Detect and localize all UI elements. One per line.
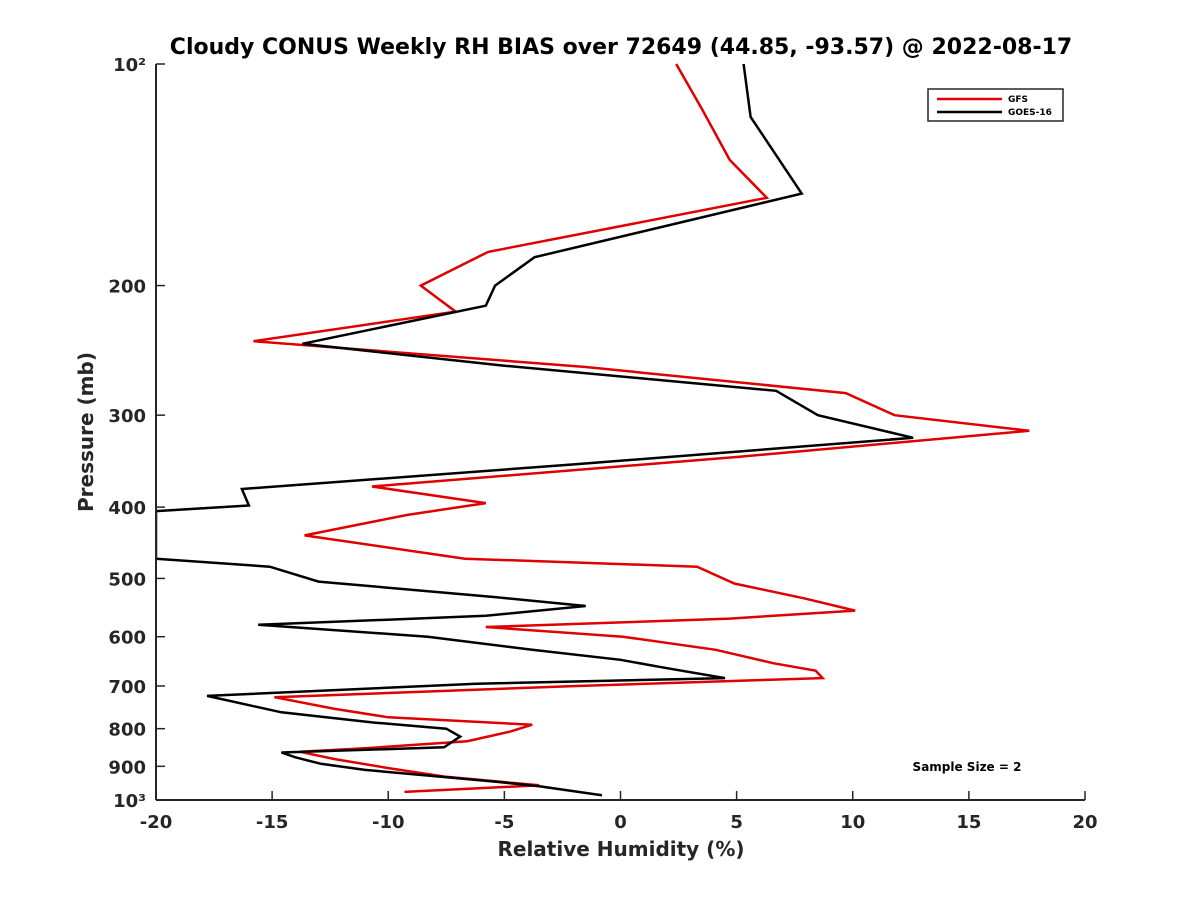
legend-label: GFS <box>1008 95 1028 105</box>
y-ticks: 10² 200 300 400 500 600 700 800 900 10³ <box>108 55 165 812</box>
legend: GFS GOES-16 <box>927 88 1064 122</box>
plot-axes <box>155 64 1085 801</box>
x-tick-label: 15 <box>956 812 981 833</box>
plot-area-frame <box>156 64 1085 800</box>
y-tick-label: 200 <box>108 277 146 298</box>
y-tick-label: 400 <box>108 498 146 519</box>
y-tick-label: 500 <box>108 569 146 590</box>
x-tick-label: 0 <box>614 812 627 833</box>
y-tick-label: 900 <box>108 757 146 778</box>
plot-series <box>156 63 1030 797</box>
x-ticks: -20 -15 -10 -5 0 5 10 15 20 <box>140 791 1098 833</box>
x-tick-label: 10 <box>840 812 865 833</box>
sample-size-annotation: Sample Size = 2 <box>913 760 1022 774</box>
x-tick-label: -15 <box>256 812 289 833</box>
y-tick-label: 10² <box>113 55 146 76</box>
y-tick-label: 700 <box>108 677 146 698</box>
series-line-goes-16 <box>156 63 914 797</box>
x-tick-label: -5 <box>494 812 514 833</box>
x-tick-label: 5 <box>730 812 743 833</box>
series-line-gfs <box>253 63 1030 794</box>
y-axis-label: Pressure (mb) <box>74 352 98 512</box>
y-tick-label: 800 <box>108 720 146 741</box>
y-tick-label: 600 <box>108 628 146 649</box>
y-tick-label: 10³ <box>113 791 146 812</box>
x-tick-label: -10 <box>372 812 405 833</box>
x-axis-label: Relative Humidity (%) <box>497 837 744 861</box>
legend-label: GOES-16 <box>1008 108 1052 118</box>
chart-title: Cloudy CONUS Weekly RH BIAS over 72649 (… <box>170 35 1072 60</box>
legend-box <box>927 88 1064 122</box>
x-tick-label: -20 <box>140 812 173 833</box>
x-tick-label: 20 <box>1072 812 1097 833</box>
y-tick-label: 300 <box>108 406 146 427</box>
